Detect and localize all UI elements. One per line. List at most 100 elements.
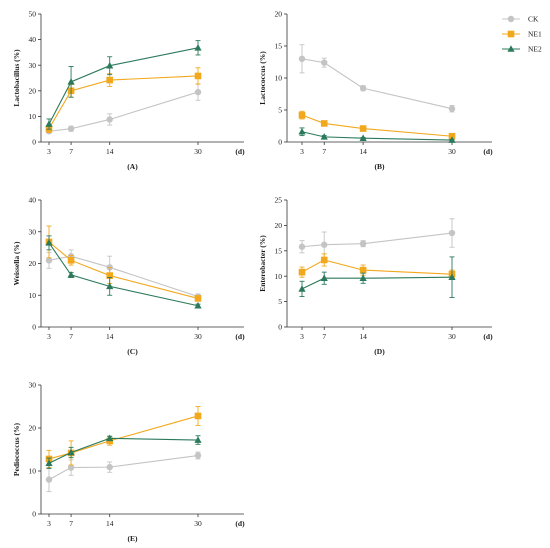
series-line — [48, 415, 199, 460]
x-tick-label: 7 — [322, 147, 326, 156]
data-point — [106, 116, 113, 123]
y-tick-label: 20 — [29, 86, 37, 95]
series-ne1 — [298, 110, 456, 140]
series-ck — [298, 44, 456, 113]
series-ne1 — [298, 253, 456, 279]
y-tick-label: 5 — [278, 297, 282, 306]
data-point — [298, 268, 306, 276]
data-point — [298, 285, 306, 292]
x-axis-unit-label: (d) — [235, 147, 245, 156]
data-point — [298, 55, 306, 62]
x-tick-label: 30 — [194, 332, 202, 341]
data-point — [298, 111, 306, 119]
y-tick-label: 20 — [29, 424, 37, 433]
y-axis-label: Enterobacter (%) — [258, 235, 267, 292]
data-point — [106, 282, 114, 290]
y-tick-label: 5 — [278, 106, 282, 115]
y-tick-label: 15 — [275, 42, 283, 51]
series-line — [48, 242, 199, 307]
panel-3: 0 10 20 30 40 3 7 14 30 (d) (C) Weissella (%) — [12, 196, 245, 356]
y-tick-label: 30 — [29, 227, 37, 236]
panel-1: 0 10 20 30 40 50 3 7 14 30 (d) (A) Lactobacillus (%) — [12, 10, 245, 171]
panel-label: (A) — [127, 162, 138, 171]
data-point — [448, 273, 456, 281]
series-ne2 — [45, 434, 202, 469]
x-tick-label: 3 — [47, 332, 51, 341]
x-axis-unit-label: (d) — [235, 332, 245, 341]
x-tick-label: 30 — [194, 147, 202, 156]
x-tick-label: 7 — [322, 332, 326, 341]
data-point — [321, 241, 328, 248]
y-axis-label: Lactococcus (%) — [258, 51, 267, 105]
data-point — [359, 274, 367, 282]
y-tick-label: 20 — [275, 221, 283, 230]
data-point — [320, 120, 328, 127]
series-line — [301, 259, 453, 275]
data-point — [359, 125, 367, 132]
panel-label: (C) — [127, 347, 138, 356]
legend-marker — [507, 45, 515, 52]
y-tick-label: 10 — [29, 291, 37, 300]
y-tick-label: 30 — [29, 61, 37, 70]
panel-2: 0 5 10 15 20 3 7 14 30 (d) (B) Lactococcus (%) — [258, 10, 493, 171]
data-point — [321, 59, 328, 66]
x-tick-label: 3 — [47, 519, 51, 528]
y-tick-label: 10 — [29, 112, 37, 121]
y-tick-label: 0 — [32, 138, 36, 147]
data-point — [359, 85, 367, 92]
series-ne2 — [45, 235, 202, 309]
data-point — [106, 61, 114, 69]
data-point — [448, 136, 456, 143]
x-tick-label: 3 — [300, 147, 304, 156]
x-tick-label: 14 — [359, 147, 367, 156]
data-point — [448, 229, 456, 237]
data-point — [320, 274, 328, 282]
data-point — [194, 72, 202, 80]
data-point — [359, 266, 367, 274]
data-point — [106, 463, 113, 471]
legend-item-ne1: NE1 — [502, 30, 542, 39]
panel-label: (B) — [375, 162, 386, 171]
data-point — [45, 476, 53, 483]
legend: CK NE1 NE2 — [502, 15, 542, 54]
y-tick-label: 0 — [278, 138, 282, 147]
x-tick-label: 30 — [194, 519, 202, 528]
x-tick-label: 3 — [47, 147, 51, 156]
data-point — [194, 295, 202, 302]
series-line — [301, 131, 453, 141]
y-tick-label: 50 — [29, 10, 37, 19]
data-point — [45, 120, 53, 127]
y-tick-label: 0 — [278, 323, 282, 332]
y-tick-label: 20 — [29, 259, 37, 268]
y-tick-label: 0 — [32, 323, 36, 332]
data-point — [194, 88, 202, 96]
series-ne2 — [298, 256, 456, 298]
x-tick-label: 7 — [69, 519, 73, 528]
data-point — [67, 448, 75, 456]
x-tick-label: 14 — [359, 332, 367, 341]
x-axis-unit-label: (d) — [483, 332, 493, 341]
series-line — [301, 232, 453, 248]
legend-item-ne2: NE2 — [502, 45, 542, 54]
data-point — [67, 78, 75, 85]
data-point — [359, 134, 367, 141]
data-point — [45, 239, 53, 246]
legend-marker — [507, 15, 515, 23]
x-tick-label: 30 — [448, 147, 456, 156]
series-ne2 — [298, 127, 456, 143]
y-tick-label: 15 — [275, 246, 283, 255]
series-line — [48, 91, 199, 132]
series-line — [301, 114, 453, 137]
series-line — [48, 437, 199, 464]
x-axis-unit-label: (d) — [235, 519, 245, 528]
data-point — [45, 459, 53, 467]
x-tick-label: 14 — [106, 332, 114, 341]
data-point — [194, 301, 202, 309]
series-ck — [298, 218, 456, 258]
series-line — [48, 454, 199, 481]
y-tick-label: 10 — [275, 272, 283, 281]
legend-item-ck: CK — [502, 15, 539, 24]
series-line — [48, 47, 199, 125]
y-tick-label: 25 — [275, 196, 283, 205]
